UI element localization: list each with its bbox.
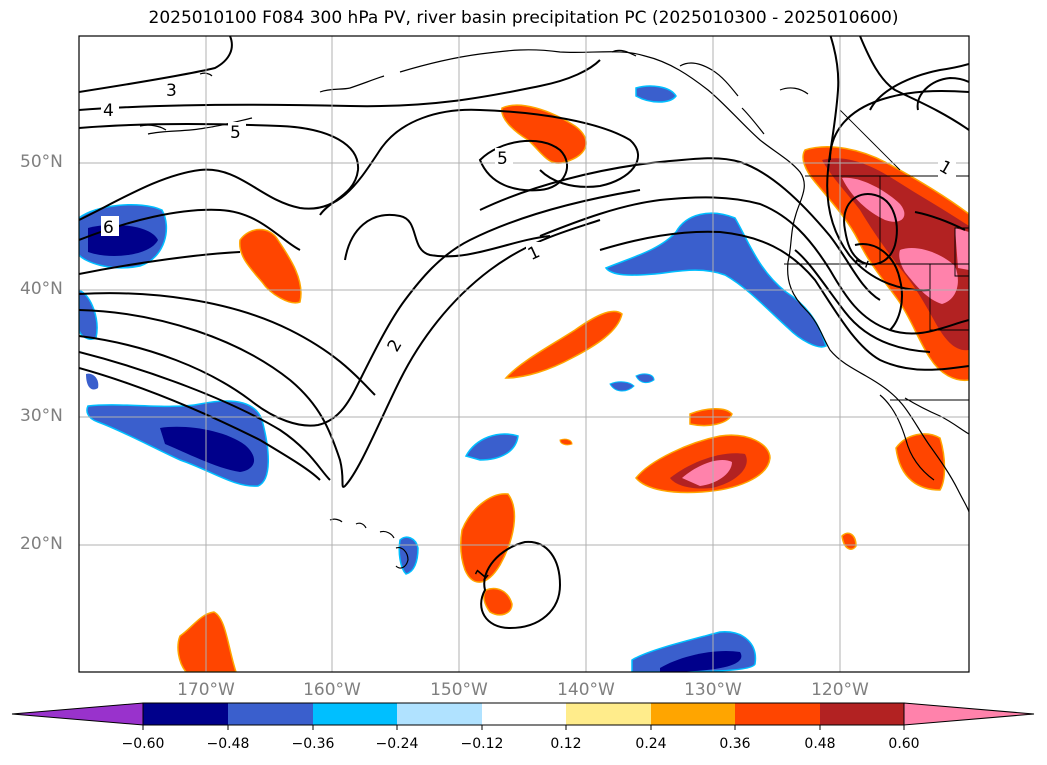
colorbar-extend-high	[903, 702, 1035, 726]
colorbar-bin	[482, 703, 566, 725]
colorbar-tick-label: −0.24	[375, 736, 419, 752]
lon-label-170w: 170°W	[177, 680, 235, 700]
colorbar-bin	[397, 703, 482, 725]
contour-label-5b: 5	[497, 149, 508, 169]
colorbar-tick-label: 0.60	[888, 736, 920, 752]
lon-label-150w: 150°W	[430, 680, 488, 700]
map-title: 2025010100 F084 300 hPa PV, river basin …	[148, 8, 899, 28]
contour-label-4: 4	[103, 101, 114, 121]
colorbar-bin	[735, 703, 820, 725]
colorbar-bin	[143, 703, 228, 725]
colorbar-tick-label: 0.36	[719, 736, 751, 752]
lon-label-120w: 120°W	[811, 680, 869, 700]
contour-label-6: 6	[103, 218, 114, 238]
colorbar-bin	[313, 703, 397, 725]
colorbar	[11, 702, 1035, 730]
colorbar-tick-label: 0.48	[804, 736, 836, 752]
map-frame	[78, 35, 970, 673]
colorbar-tick-label: 0.24	[635, 736, 667, 752]
positive-pc-shading	[177, 104, 969, 672]
lon-label-130w: 130°W	[684, 680, 742, 700]
lat-label-40n: 40°N	[20, 279, 63, 299]
colorbar-bin	[820, 703, 904, 725]
colorbar-bin	[651, 703, 735, 725]
colorbar-bin	[566, 703, 651, 725]
colorbar-extend-low	[11, 702, 144, 726]
colorbar-tick-label: −0.36	[291, 736, 335, 752]
lon-label-140w: 140°W	[557, 680, 615, 700]
colorbar-bin	[228, 703, 313, 725]
contour-label-5a: 5	[230, 123, 241, 143]
lat-label-30n: 30°N	[20, 406, 63, 426]
colorbar-tick-label: −0.60	[121, 736, 165, 752]
colorbar-tick-label: 0.12	[550, 736, 582, 752]
contour-label-3: 3	[166, 81, 177, 101]
lon-label-160w: 160°W	[303, 680, 361, 700]
lat-label-20n: 20°N	[20, 534, 63, 554]
coastlines	[139, 49, 969, 569]
lat-label-50n: 50°N	[20, 152, 63, 172]
colorbar-tick-label: −0.48	[206, 736, 250, 752]
colorbar-tick-label: −0.12	[460, 736, 504, 752]
graticule	[79, 36, 969, 672]
negative-pc-shading	[79, 85, 827, 672]
pv-contours	[79, 36, 969, 630]
